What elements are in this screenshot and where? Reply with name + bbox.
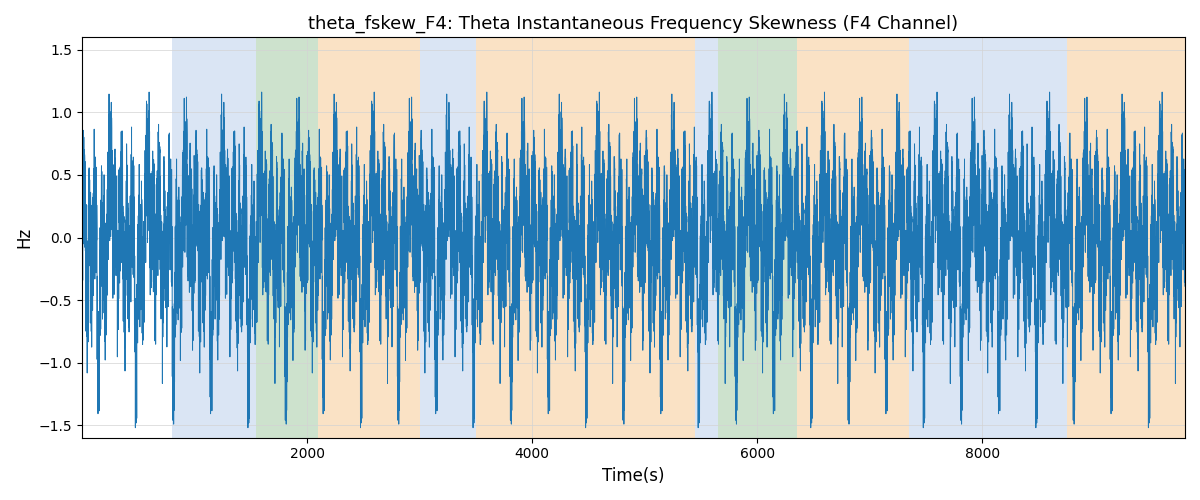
Bar <box>1067 38 1186 438</box>
Bar <box>420 38 476 438</box>
Bar <box>172 38 257 438</box>
Bar <box>695 38 718 438</box>
Bar <box>718 38 797 438</box>
Bar <box>476 38 695 438</box>
Y-axis label: Hz: Hz <box>14 227 32 248</box>
Bar <box>797 38 910 438</box>
X-axis label: Time(s): Time(s) <box>602 467 665 485</box>
Bar <box>257 38 318 438</box>
Bar <box>318 38 420 438</box>
Bar <box>910 38 1067 438</box>
Title: theta_fskew_F4: Theta Instantaneous Frequency Skewness (F4 Channel): theta_fskew_F4: Theta Instantaneous Freq… <box>308 15 959 34</box>
